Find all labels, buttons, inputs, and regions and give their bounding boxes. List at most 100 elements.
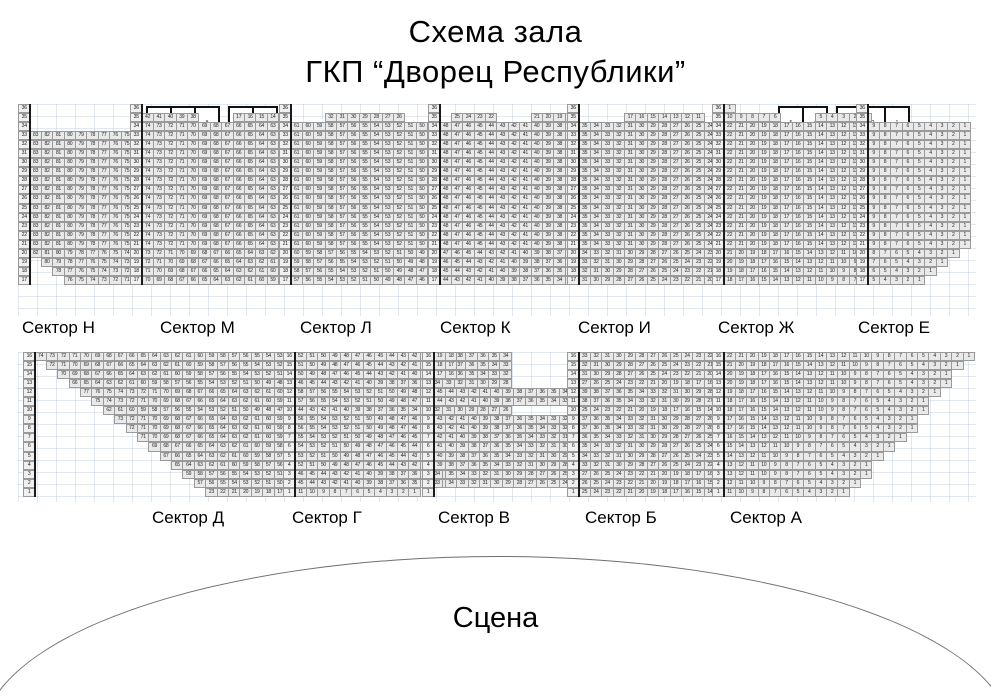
seat[interactable]: 1 xyxy=(951,361,964,371)
seat-row: 34 9 8 7 6 5 4 3 2 1 xyxy=(856,122,971,132)
seat[interactable]: 1 xyxy=(958,122,971,132)
seat[interactable]: 1 xyxy=(958,185,971,195)
seat[interactable]: 1 xyxy=(958,239,971,249)
seat-row: 2348474645444342414039383736 xyxy=(428,221,589,231)
seat[interactable]: 1 xyxy=(958,230,971,240)
seat-row: 27 83 82 81 80 79 78 77 76 75 xyxy=(18,185,133,195)
seat-row: 23 9 8 7 6 5 4 3 2 1 xyxy=(856,221,971,231)
seat[interactable]: 26 xyxy=(392,113,406,123)
seat[interactable]: 11 xyxy=(692,113,705,123)
seat[interactable]: 1 xyxy=(958,194,971,204)
seat-row: 29 83 82 81 80 79 78 77 76 75 xyxy=(18,167,133,177)
seat-row: 3261605958575655545352515049 xyxy=(279,140,440,150)
seat[interactable]: 33 xyxy=(499,361,512,371)
sector-1[interactable]: 36 35 34 33 83 82 81 80 79 78 77 76 75 32 83 82 81 80 79 78… xyxy=(18,104,133,285)
venue-name: ГКП “Дворец Республики” xyxy=(305,54,686,89)
seat[interactable]: 18 xyxy=(444,352,458,362)
seat-row: 7 16 15 14 13 12 11 10 9 8 7 6 5 4 3 2 1 xyxy=(712,433,974,443)
seat[interactable]: 1 xyxy=(947,248,960,258)
seat[interactable]: 32 xyxy=(499,370,512,380)
seat[interactable]: 1 xyxy=(928,388,941,398)
seat[interactable]: 22 xyxy=(484,113,498,123)
seat[interactable]: 1 xyxy=(905,424,919,434)
seat-row: 3 35 34 33 32 31 30 29 28 27 26 25 xyxy=(422,469,627,479)
seat[interactable]: 1 xyxy=(958,158,971,168)
seat-row: 22 83 82 81 80 79 78 77 76 75 xyxy=(18,230,133,240)
sector-6[interactable]: 3613510987654321342221201918171615141312… xyxy=(712,104,873,285)
seat[interactable]: 1 xyxy=(939,379,953,389)
seat-row: 1744434241403938373635343332 xyxy=(428,275,589,285)
aisle-divider xyxy=(294,352,297,497)
seat[interactable]: 1 xyxy=(924,266,937,276)
seat[interactable]: 1 xyxy=(958,167,971,177)
seat[interactable]: 26 xyxy=(499,406,512,416)
sector-3[interactable]: 1619181716151817161514171615141312454443… xyxy=(422,352,629,497)
seat[interactable]: 1 xyxy=(905,415,919,425)
seat[interactable]: 1 xyxy=(894,433,907,443)
seat-row: 540393837363534333231302928 xyxy=(422,451,627,461)
seat[interactable]: 1 xyxy=(837,487,850,497)
seat[interactable]: 1 xyxy=(917,397,930,407)
seat[interactable]: 1 xyxy=(917,406,930,416)
seat-row: 1757565554535251504948474645 xyxy=(279,275,440,285)
seat-row: 4 13 12 11 10 9 8 7 6 5 4 3 2 1 xyxy=(712,460,974,470)
seat-row: 36 xyxy=(130,104,289,114)
seat[interactable]: 1 xyxy=(871,451,884,461)
seat[interactable]: 1 xyxy=(935,257,949,267)
seat-row: 3348474645444342414039383736 xyxy=(428,131,589,141)
seat[interactable]: 1 xyxy=(962,352,975,362)
seat-row: 2661605958575655545352515049 xyxy=(279,194,440,204)
seat-row: 1845444342414039383736353433 xyxy=(428,266,589,276)
sector-1[interactable]: 16 74 73 72 71 70 69 68 67 66 65 64 63 62 61 60 59 58 57 56… xyxy=(23,352,343,497)
seat-row: 1144434241403938373635343332 xyxy=(422,397,627,407)
seat-row: 36 xyxy=(856,104,970,114)
seat-row: 3435343332313029282726252423 xyxy=(567,122,728,132)
seat-row: 2522212019181716151413121110 xyxy=(712,203,873,213)
seat[interactable]: 1 xyxy=(958,149,971,159)
sector-caption: Сектор И xyxy=(578,318,651,337)
seat-row: 2474737271706968676665646362 xyxy=(130,212,291,222)
seat-row: 21 83 82 81 80 79 78 77 76 75 xyxy=(18,239,133,249)
sector-4[interactable]: 3635252423222120191834484746454443424140… xyxy=(428,104,589,285)
seat[interactable]: 1 xyxy=(882,442,896,452)
seat[interactable]: 1 xyxy=(958,212,971,222)
sector-3[interactable]: 36 35 32 31 30 29 28 27 26 34 61 60 59 58 57 56 55 54 53 52… xyxy=(279,104,440,285)
seat[interactable]: 28 xyxy=(499,379,512,389)
seat[interactable]: 1 xyxy=(848,478,862,488)
seat-row: 1277767574737271706968676665646362616059 xyxy=(23,388,342,398)
seat[interactable]: 17 xyxy=(444,361,458,371)
seat-row: 2935343332313029282726252423 xyxy=(567,167,728,177)
seat-row: 17 5 4 3 2 1 xyxy=(856,275,970,285)
seat-row: 20 8 7 6 5 4 3 2 1 xyxy=(856,248,970,258)
seat[interactable]: 1 xyxy=(408,487,421,497)
seat-row: 2948474645444342414039383736 xyxy=(428,167,589,177)
seat[interactable]: 1 xyxy=(939,370,953,380)
seat[interactable]: 6 xyxy=(768,113,782,123)
seat[interactable]: 1 xyxy=(958,131,971,141)
sector-5[interactable]: 36 35 17 16 15 14 13 12 11 34 35 34 33 32 31 30 29 28 27 26… xyxy=(567,104,728,285)
seat-row: 1 11 10 9 8 7 6 5 4 3 2 1 xyxy=(712,487,974,497)
sector-5[interactable]: 16 22 21 20 19 18 17 16 15 14 13 12 11 10 9 8 7 6 5 4 3 2 1 15 2… xyxy=(712,352,975,497)
seat[interactable]: 1 xyxy=(958,203,971,213)
seat[interactable]: 1 xyxy=(860,469,873,479)
sector-2[interactable]: 3635424140393817161514133474737271706968… xyxy=(130,104,291,285)
seat[interactable]: 1 xyxy=(958,140,971,150)
seat[interactable]: 1 xyxy=(860,460,873,470)
seat[interactable]: 38 xyxy=(186,113,200,123)
seat[interactable]: 1 xyxy=(958,221,971,231)
seat[interactable]: 34 xyxy=(499,352,512,362)
seat-row: 34 xyxy=(18,122,132,132)
seat-row: 2722212019181716151413121110 xyxy=(712,185,873,195)
seat-row: 6 15 14 13 12 11 10 9 8 7 6 5 4 3 2 1 xyxy=(712,442,974,452)
seat-row: 2047464544434241403938373635 xyxy=(428,248,589,258)
seat-row: 2622212019181716151413121110 xyxy=(712,194,873,204)
seat-row: 16 22 21 20 19 18 17 16 15 14 13 12 11 10 9 8 7 6 5 4 3 2 1 xyxy=(712,352,975,362)
seat-row: 2060595857565554535251504948 xyxy=(279,248,440,258)
aisle-divider xyxy=(578,104,581,285)
seat-row: 2322212019181716151413121110 xyxy=(712,221,873,231)
sector-7[interactable]: 36 35 34 9 8 7 6 5 4 3 2 1 33 9 8 7 6 5 4 3 2 1 32 9 8 7 6 5 4 3 2 1 31 9… xyxy=(856,104,971,285)
seat[interactable]: 1 xyxy=(958,176,971,186)
seat-row: 2174737271706968676665646362 xyxy=(130,239,291,249)
seat[interactable]: 1 xyxy=(912,275,926,285)
seat[interactable]: 16 xyxy=(444,370,458,380)
